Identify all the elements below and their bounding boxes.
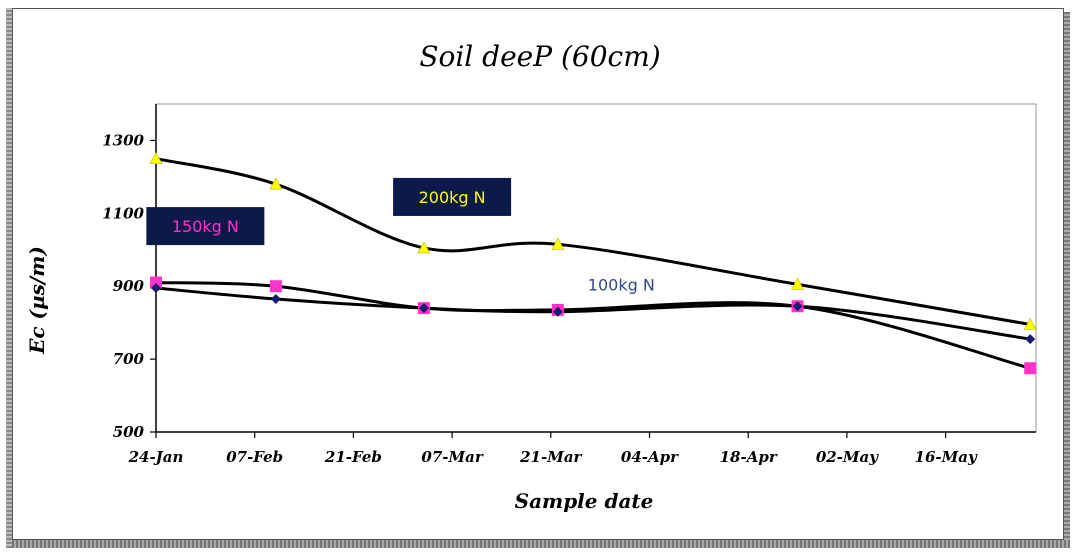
annotation-label-100kg-n: 100kg N <box>588 275 655 294</box>
data-point-200kg-n <box>417 241 431 254</box>
data-point-200kg-n <box>551 237 565 250</box>
frame-left-edge <box>6 8 12 548</box>
data-point-200kg-n <box>1023 317 1037 330</box>
x-tick-label: 04-Apr <box>621 448 679 466</box>
x-tick-label: 07-Feb <box>226 448 283 466</box>
data-point-100kg-n <box>552 306 563 317</box>
x-tick-label: 02-May <box>816 448 879 466</box>
series-lines <box>155 157 1031 370</box>
y-tick-label: 500 <box>113 423 145 441</box>
annotation-label-200kg-n: 200kg N <box>419 188 486 207</box>
data-point-150kg-n <box>269 280 282 293</box>
chart-frame <box>12 8 1064 540</box>
x-tick-label: 21-Feb <box>324 448 382 466</box>
y-tick-label: 900 <box>113 277 145 295</box>
data-point-100kg-n <box>270 293 281 304</box>
x-tick-label: 07-Mar <box>421 448 483 466</box>
chart-title: Soil deeP (60cm) <box>419 40 660 73</box>
series-markers <box>149 152 1037 375</box>
data-point-100kg-n <box>151 283 161 294</box>
axes: 500 700 900 1100 1300 24-Jan 07-Feb 21-Feb 07-Ma… <box>102 104 1036 466</box>
annotation-box-200kg-n <box>393 177 512 216</box>
x-tick-label: 18-Apr <box>720 448 778 466</box>
data-point-100kg-n <box>792 301 803 312</box>
series-line-150kg-n <box>155 281 1031 370</box>
x-tick-label: 16-May <box>915 448 978 466</box>
y-tick-label: 1100 <box>102 204 144 222</box>
annotation-box-150kg-n <box>146 207 265 246</box>
data-point-200kg-n <box>149 152 163 164</box>
data-point-150kg-n <box>150 276 162 289</box>
data-point-100kg-n <box>418 303 429 314</box>
data-point-200kg-n <box>269 177 283 190</box>
plot-area <box>155 103 1037 433</box>
y-axis-label: Ec (µs/m) <box>25 246 49 355</box>
y-tick-label: 700 <box>113 350 145 368</box>
x-axis-label: Sample date <box>515 489 654 513</box>
frame-right-shadow <box>1064 12 1070 542</box>
x-tick-label: 21-Mar <box>519 448 582 466</box>
data-point-150kg-n <box>1024 362 1037 375</box>
y-tick-label: 1300 <box>102 131 144 149</box>
annotation-label-150kg-n: 150kg N <box>172 217 239 236</box>
x-tick-label: 24-Jan <box>128 448 184 466</box>
frame-bottom-shadow <box>12 540 1070 548</box>
annotations: 200kg N 150kg N 100kg N <box>146 177 655 294</box>
data-point-200kg-n <box>791 277 805 290</box>
data-point-100kg-n <box>1025 334 1036 345</box>
series-line-100kg-n <box>155 286 1031 341</box>
